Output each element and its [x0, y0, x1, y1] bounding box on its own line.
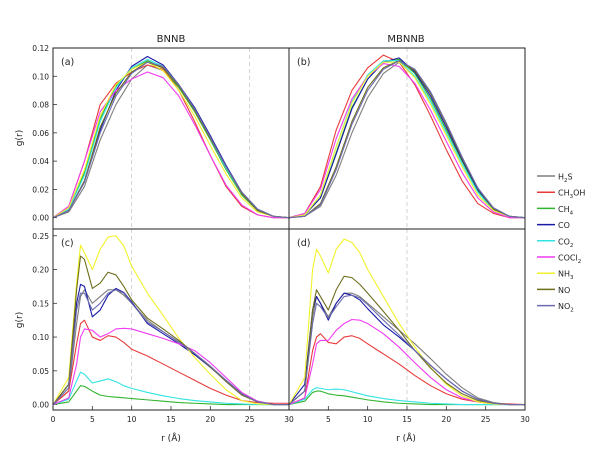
- series-line-5: [52, 371, 289, 406]
- legend-label: CO: [558, 221, 570, 230]
- legend-entry: H2S: [537, 173, 573, 185]
- series-line-7: [288, 61, 526, 219]
- x-tick-label: 15: [166, 415, 176, 424]
- y-tick-label: 0.15: [32, 299, 49, 308]
- y-tick-label: 0.10: [32, 333, 49, 342]
- panel-label: (b): [297, 57, 310, 68]
- y-tick-label: 0.20: [32, 266, 49, 275]
- y-tick-label: 0.00: [32, 214, 49, 223]
- series-line-7: [288, 238, 525, 406]
- panel-label: (a): [61, 57, 74, 68]
- x-axis-label-right: r (Å): [396, 432, 416, 444]
- series-line-2: [52, 319, 289, 406]
- series-line-5: [288, 387, 525, 406]
- x-tick-label: 25: [481, 415, 491, 424]
- legend-entry: CO2: [537, 237, 573, 249]
- series-line-8: [52, 255, 289, 406]
- legend: H2S CH3OH CH4 CO CO2 COCl2 NH3 NO NO2: [537, 173, 585, 314]
- legend-entry: CH3OH: [537, 189, 585, 201]
- y-tick-label: 0.08: [32, 101, 49, 110]
- x-tick-label: 25: [245, 415, 255, 424]
- panel-3: 0.00 0.05 0.10 0.15 0.20 0.25 0 5 10 15 20 25 30 (c): [32, 228, 294, 424]
- legend-entry: NO: [537, 286, 570, 295]
- x-tick-label: 30: [284, 415, 294, 424]
- x-tick-label: 0: [51, 415, 56, 424]
- series-line-5: [52, 58, 290, 219]
- series-line-7: [52, 61, 290, 219]
- column-title-mbnnb: MBNNB: [387, 34, 424, 45]
- x-tick-label: 5: [326, 415, 331, 424]
- legend-label: H2S: [558, 173, 573, 185]
- legend-label: CH3OH: [558, 189, 585, 201]
- x-tick-label: 10: [363, 415, 373, 424]
- y-tick-label: 0.25: [32, 232, 49, 241]
- y-axis-label-bottom: g(r): [15, 312, 25, 328]
- legend-entry: NH3: [537, 270, 574, 282]
- y-tick-label: 0.06: [32, 129, 49, 138]
- series-line-9: [52, 289, 289, 406]
- legend-label: COCl2: [558, 254, 581, 266]
- series-line-6: [288, 63, 525, 219]
- x-tick-label: 30: [520, 415, 530, 424]
- y-tick-label: 0.10: [32, 72, 49, 81]
- series-line-1: [52, 289, 289, 406]
- series-line-8: [288, 275, 525, 406]
- panel-4: 5 10 15 20 25 30 (d): [288, 228, 530, 424]
- column-title-bnnb: BNNB: [157, 34, 186, 45]
- x-tick-label: 20: [206, 415, 216, 424]
- series-line-1: [52, 64, 290, 219]
- y-tick-label: 0.04: [32, 157, 49, 166]
- panel-label: (d): [297, 238, 310, 249]
- x-tick-label: 5: [90, 415, 95, 424]
- series-line-2: [288, 54, 525, 219]
- legend-entry: CH4: [537, 205, 574, 217]
- x-axis-label-left: r (Å): [161, 432, 181, 444]
- series-line-3: [52, 385, 289, 406]
- panel-2: (b): [288, 47, 526, 230]
- panels: 0.000.020.040.060.080.100.12(a) (b)0.000.…: [32, 44, 530, 424]
- legend-label: NH3: [558, 270, 574, 282]
- legend-label: CO2: [558, 237, 573, 249]
- series-line-9: [288, 294, 525, 406]
- series-line-9: [52, 61, 290, 219]
- panel-frame: [52, 228, 290, 411]
- y-tick-label: 0.05: [32, 367, 49, 376]
- series-line-2: [52, 64, 289, 219]
- y-tick-label: 0.00: [32, 401, 49, 410]
- series-line-6: [52, 71, 289, 219]
- series-line-7: [52, 235, 289, 406]
- y-axis-label-top: g(r): [15, 130, 25, 146]
- legend-label: NO: [558, 286, 570, 295]
- series-line-6: [52, 327, 289, 406]
- x-tick-label: 20: [442, 415, 452, 424]
- series-line-3: [52, 60, 290, 219]
- y-tick-label: 0.02: [32, 185, 49, 194]
- legend-entry: NO2: [537, 302, 574, 314]
- panel-label: (c): [61, 238, 74, 249]
- series-line-6: [288, 318, 525, 406]
- legend-entry: CO: [537, 221, 570, 230]
- panel-1: 0.00 0.02 0.04 0.06 0.08 0.10 0.12 (a): [32, 44, 290, 230]
- x-tick-label: 10: [127, 415, 137, 424]
- legend-label: CH4: [558, 205, 574, 217]
- legend-entry: COCl2: [537, 254, 581, 266]
- series-line-8: [52, 61, 290, 219]
- series-line-9: [288, 60, 526, 219]
- y-tick-label: 0.12: [32, 44, 49, 53]
- panel-frame: [288, 228, 526, 411]
- x-tick-label: 15: [402, 415, 412, 424]
- legend-label: NO2: [558, 302, 574, 314]
